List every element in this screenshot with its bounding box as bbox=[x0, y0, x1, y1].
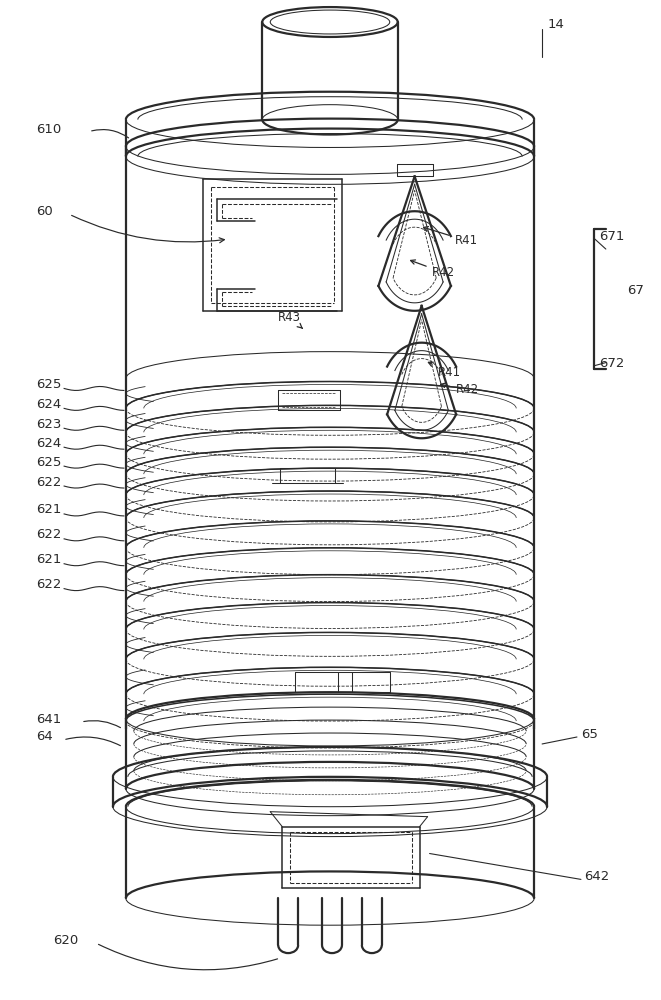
Text: 610: 610 bbox=[36, 123, 61, 136]
Text: 671: 671 bbox=[599, 230, 624, 243]
Text: 621: 621 bbox=[36, 553, 61, 566]
Text: R42: R42 bbox=[441, 383, 479, 396]
Text: 622: 622 bbox=[36, 476, 61, 489]
Text: 642: 642 bbox=[584, 870, 609, 883]
Text: 623: 623 bbox=[36, 418, 61, 431]
Text: 622: 622 bbox=[36, 528, 61, 541]
Text: 622: 622 bbox=[36, 578, 61, 591]
Text: 14: 14 bbox=[547, 18, 564, 31]
Text: 620: 620 bbox=[53, 934, 79, 947]
Text: R43: R43 bbox=[278, 311, 303, 328]
Text: 64: 64 bbox=[36, 730, 53, 743]
Text: R42: R42 bbox=[410, 260, 455, 279]
Text: 624: 624 bbox=[36, 437, 61, 450]
Text: 672: 672 bbox=[599, 357, 624, 370]
Text: R41: R41 bbox=[424, 227, 478, 247]
Text: 65: 65 bbox=[581, 728, 598, 741]
Text: R41: R41 bbox=[428, 362, 461, 379]
Text: 625: 625 bbox=[36, 456, 61, 469]
Text: 624: 624 bbox=[36, 398, 61, 411]
Text: 641: 641 bbox=[36, 713, 61, 726]
Text: 621: 621 bbox=[36, 503, 61, 516]
Text: 60: 60 bbox=[36, 205, 53, 218]
Text: 625: 625 bbox=[36, 378, 61, 391]
Text: 67: 67 bbox=[627, 284, 644, 297]
